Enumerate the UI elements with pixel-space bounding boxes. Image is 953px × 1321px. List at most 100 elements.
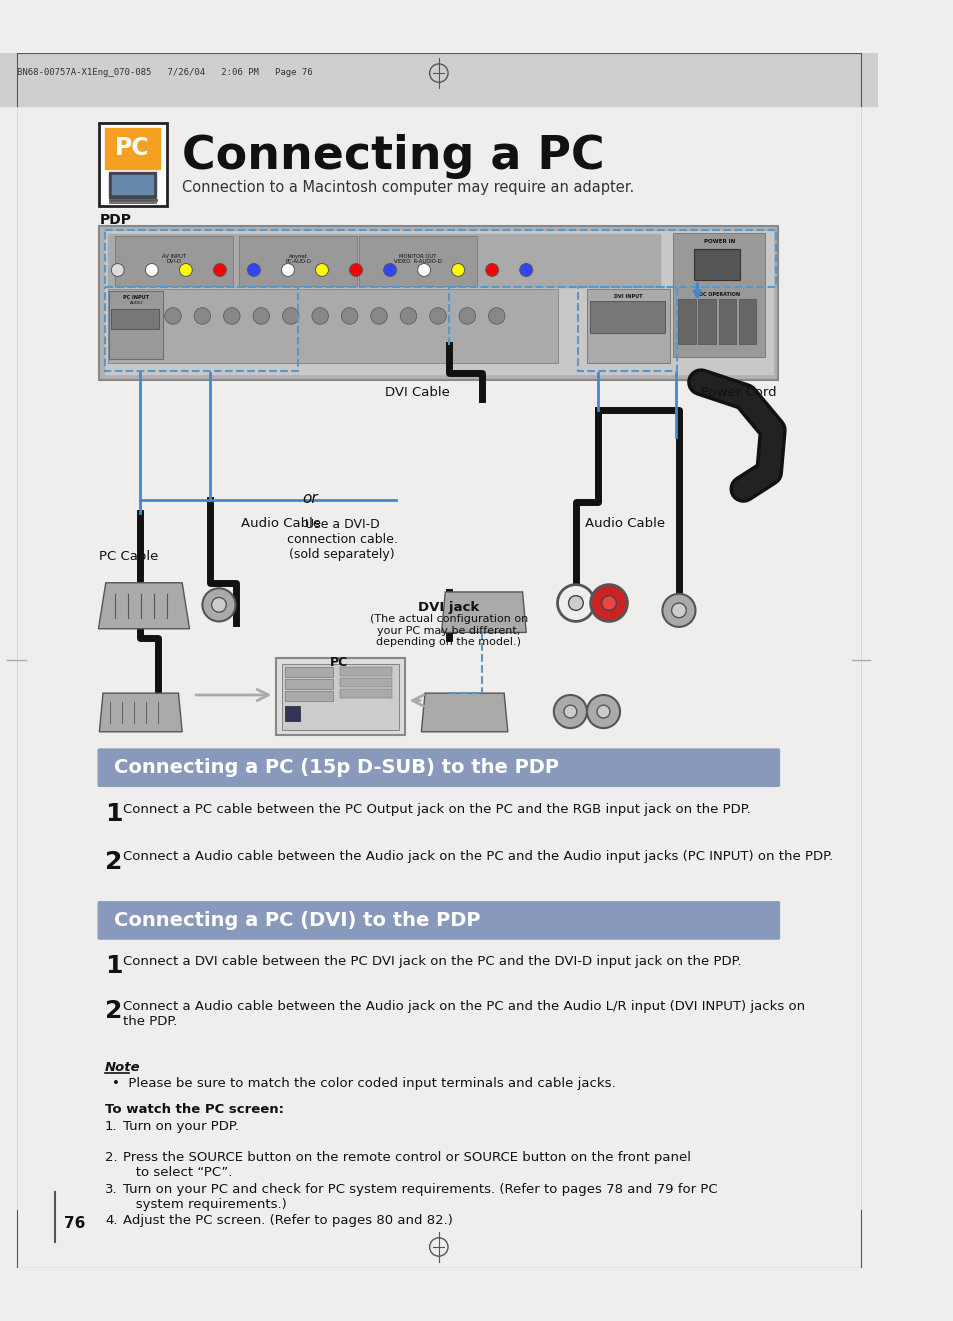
Bar bbox=[340, 667, 392, 675]
Text: PC Cable: PC Cable bbox=[99, 550, 158, 563]
Bar bbox=[738, 300, 756, 343]
Text: 3.: 3. bbox=[105, 1182, 117, 1196]
Circle shape bbox=[312, 308, 328, 324]
Text: Connecting a PC: Connecting a PC bbox=[182, 133, 604, 178]
Bar bbox=[589, 301, 664, 333]
Text: PC INPUT: PC INPUT bbox=[123, 295, 149, 300]
Circle shape bbox=[202, 588, 235, 621]
Text: AUDIO: AUDIO bbox=[130, 301, 143, 305]
Circle shape bbox=[223, 308, 240, 324]
Circle shape bbox=[554, 695, 586, 728]
Text: POWER IN: POWER IN bbox=[703, 239, 734, 243]
Text: Anynet
PC-AUD-D: Anynet PC-AUD-D bbox=[285, 254, 311, 264]
Text: Power Cord: Power Cord bbox=[700, 386, 776, 399]
Circle shape bbox=[383, 263, 396, 276]
Bar bbox=[112, 309, 159, 329]
Circle shape bbox=[212, 597, 226, 612]
Circle shape bbox=[485, 263, 498, 276]
Bar bbox=[678, 300, 695, 343]
Circle shape bbox=[371, 308, 387, 324]
Circle shape bbox=[590, 585, 627, 621]
Text: Audio Cable: Audio Cable bbox=[584, 517, 664, 530]
Bar bbox=[698, 300, 715, 343]
FancyBboxPatch shape bbox=[99, 226, 778, 380]
Circle shape bbox=[661, 594, 695, 627]
Bar bbox=[285, 705, 299, 721]
Text: Connecting a PC (15p D-SUB) to the PDP: Connecting a PC (15p D-SUB) to the PDP bbox=[114, 758, 558, 777]
Bar bbox=[105, 231, 772, 374]
Text: 1.: 1. bbox=[105, 1120, 117, 1133]
Text: Press the SOURCE button on the remote control or SOURCE button on the front pane: Press the SOURCE button on the remote co… bbox=[123, 1152, 691, 1180]
Circle shape bbox=[179, 263, 193, 276]
Text: Connection to a Macintosh computer may require an adapter.: Connection to a Macintosh computer may r… bbox=[182, 180, 634, 194]
Bar bbox=[693, 248, 739, 280]
Circle shape bbox=[451, 263, 464, 276]
Text: PC: PC bbox=[329, 657, 347, 670]
Bar bbox=[281, 663, 399, 731]
Text: •  Please be sure to match the color coded input terminals and cable jacks.: • Please be sure to match the color code… bbox=[112, 1077, 616, 1090]
Circle shape bbox=[112, 263, 124, 276]
Bar bbox=[110, 291, 163, 359]
Circle shape bbox=[597, 705, 609, 719]
Text: AV INPUT
DVI-D: AV INPUT DVI-D bbox=[162, 254, 186, 264]
Text: DC OPERATION: DC OPERATION bbox=[699, 292, 740, 297]
Text: DVI INPUT: DVI INPUT bbox=[614, 293, 642, 299]
Circle shape bbox=[519, 263, 532, 276]
FancyBboxPatch shape bbox=[275, 658, 404, 736]
Bar bbox=[340, 690, 392, 697]
Polygon shape bbox=[421, 694, 507, 732]
Bar bbox=[112, 176, 152, 194]
Circle shape bbox=[429, 308, 446, 324]
Text: To watch the PC screen:: To watch the PC screen: bbox=[105, 1103, 284, 1116]
Bar bbox=[285, 679, 333, 688]
Bar bbox=[105, 128, 160, 169]
Bar bbox=[358, 236, 476, 285]
Bar bbox=[105, 287, 297, 371]
Text: Connect a Audio cable between the Audio jack on the PC and the Audio input jacks: Connect a Audio cable between the Audio … bbox=[123, 851, 833, 864]
Circle shape bbox=[417, 263, 430, 276]
Circle shape bbox=[671, 602, 685, 618]
Text: 2: 2 bbox=[105, 999, 122, 1022]
Circle shape bbox=[281, 263, 294, 276]
Bar bbox=[105, 230, 776, 288]
Text: Turn on your PDP.: Turn on your PDP. bbox=[123, 1120, 239, 1133]
Text: Note: Note bbox=[105, 1061, 140, 1074]
Circle shape bbox=[349, 263, 362, 276]
Bar bbox=[340, 679, 392, 687]
Text: or: or bbox=[302, 490, 317, 506]
Circle shape bbox=[341, 308, 357, 324]
Text: 76: 76 bbox=[65, 1215, 86, 1231]
Text: Connect a Audio cable between the Audio jack on the PC and the Audio L/R input (: Connect a Audio cable between the Audio … bbox=[123, 1000, 804, 1028]
Polygon shape bbox=[441, 592, 526, 633]
FancyBboxPatch shape bbox=[97, 901, 780, 939]
Bar bbox=[115, 236, 233, 285]
Circle shape bbox=[145, 263, 158, 276]
Text: Connect a PC cable between the PC Output jack on the PC and the RGB input jack o: Connect a PC cable between the PC Output… bbox=[123, 803, 750, 815]
Bar bbox=[578, 287, 677, 371]
Circle shape bbox=[213, 263, 226, 276]
Circle shape bbox=[488, 308, 504, 324]
Circle shape bbox=[458, 308, 476, 324]
Bar bbox=[285, 691, 333, 700]
Bar bbox=[108, 289, 558, 363]
Polygon shape bbox=[98, 583, 190, 629]
Text: (The actual configuration on
your PC may be different,
depending on the model.): (The actual configuration on your PC may… bbox=[370, 614, 528, 647]
Circle shape bbox=[586, 695, 619, 728]
Text: 2: 2 bbox=[105, 849, 122, 873]
Text: 2.: 2. bbox=[105, 1152, 117, 1164]
Bar bbox=[718, 300, 735, 343]
FancyBboxPatch shape bbox=[97, 749, 780, 787]
Circle shape bbox=[193, 308, 211, 324]
Circle shape bbox=[315, 263, 328, 276]
Bar bbox=[109, 173, 156, 198]
Bar bbox=[108, 234, 659, 288]
Text: MONITOR OUT
VIDEO  R-AUDIO-D: MONITOR OUT VIDEO R-AUDIO-D bbox=[394, 254, 441, 264]
Circle shape bbox=[568, 596, 582, 610]
Text: PC: PC bbox=[115, 136, 150, 160]
Text: Audio Cable: Audio Cable bbox=[241, 517, 321, 530]
Text: 1: 1 bbox=[105, 955, 122, 979]
Text: 1: 1 bbox=[105, 802, 122, 826]
Bar bbox=[673, 234, 764, 358]
Text: BN68-00757A-X1Eng_070-085   7/26/04   2:06 PM   Page 76: BN68-00757A-X1Eng_070-085 7/26/04 2:06 P… bbox=[16, 67, 312, 77]
Text: Connect a DVI cable between the PC DVI jack on the PC and the DVI-D input jack o: Connect a DVI cable between the PC DVI j… bbox=[123, 955, 741, 968]
